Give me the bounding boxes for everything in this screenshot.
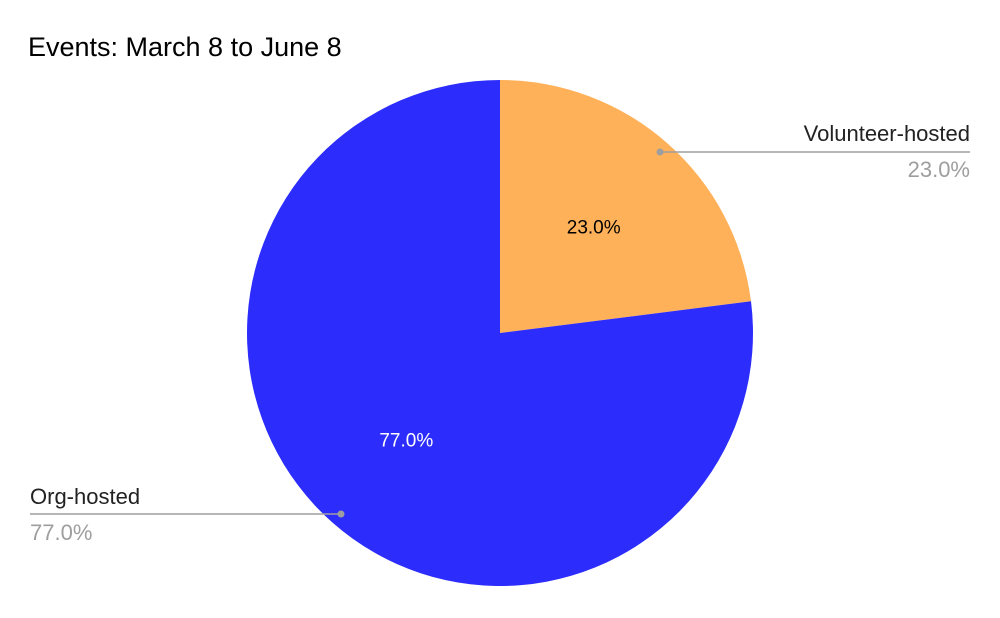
pie-slice-volunteer-hosted — [500, 80, 752, 333]
slice-label-org-hosted: 77.0% — [379, 430, 433, 451]
callout-leaders — [30, 148, 970, 518]
pie-slices — [247, 80, 754, 586]
pie-slice-org-hosted — [247, 80, 754, 586]
leader-dot-org-hosted — [337, 510, 345, 518]
callout-percent-org-hosted: 77.0% — [30, 520, 92, 545]
leader-dot-volunteer-hosted — [656, 148, 664, 156]
callout-name-volunteer-hosted: Volunteer-hosted — [804, 121, 970, 146]
chart-title: Events: March 8 to June 8 — [28, 32, 342, 62]
callout-name-org-hosted: Org-hosted — [30, 484, 140, 509]
slice-label-volunteer-hosted: 23.0% — [567, 218, 621, 239]
callout-percent-volunteer-hosted: 23.0% — [908, 157, 970, 182]
